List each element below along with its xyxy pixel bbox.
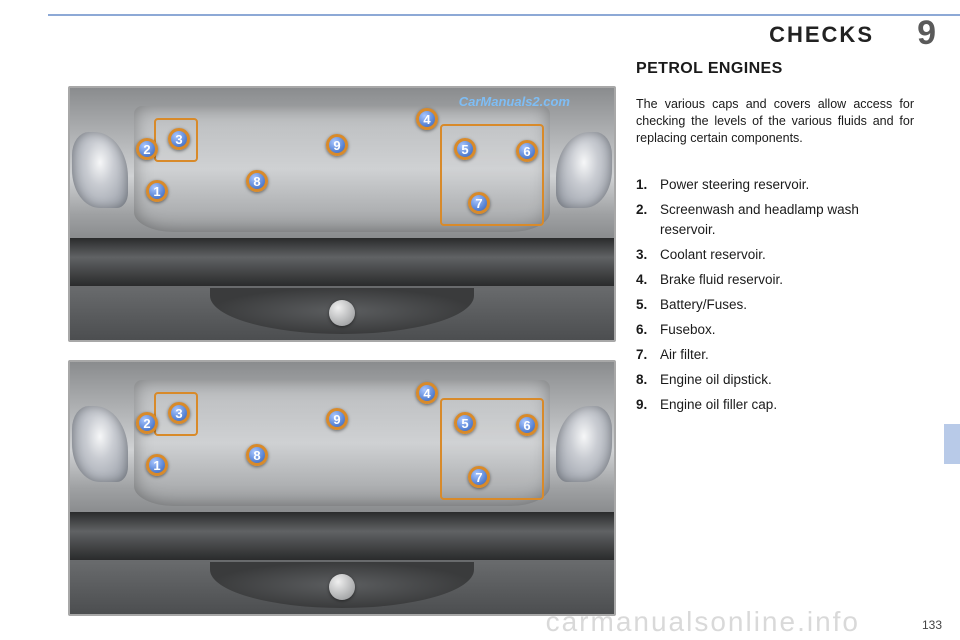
list-number: 8.: [636, 370, 660, 391]
manufacturer-badge: [329, 574, 355, 600]
callout-6: 6: [516, 414, 538, 436]
diagram-watermark: CarManuals2.com: [459, 94, 570, 109]
callout-3: 3: [168, 128, 190, 150]
callout-9: 9: [326, 134, 348, 156]
callout-8: 8: [246, 444, 268, 466]
list-label: Engine oil dipstick.: [660, 370, 772, 391]
callout-2: 2: [136, 412, 158, 434]
engine-bay-diagram-bottom: 123456789: [68, 360, 616, 616]
callout-9: 9: [326, 408, 348, 430]
list-item: 1.Power steering reservoir.: [636, 175, 914, 196]
page-number: 133: [922, 618, 942, 632]
section-number: 9: [917, 14, 936, 53]
header-rule: [48, 14, 960, 16]
list-item: 5.Battery/Fuses.: [636, 295, 914, 316]
list-number: 7.: [636, 345, 660, 366]
bumper: [70, 238, 614, 286]
callout-5: 5: [454, 412, 476, 434]
list-label: Coolant reservoir.: [660, 245, 766, 266]
callout-3: 3: [168, 402, 190, 424]
list-number: 5.: [636, 295, 660, 316]
list-item: 6.Fusebox.: [636, 320, 914, 341]
list-item: 9.Engine oil filler cap.: [636, 395, 914, 416]
intro-paragraph: The various caps and covers allow access…: [636, 96, 914, 147]
list-label: Air filter.: [660, 345, 709, 366]
list-number: 3.: [636, 245, 660, 266]
callout-1: 1: [146, 454, 168, 476]
engine-diagrams: CarManuals2.com 123456789 123456789: [68, 86, 616, 634]
list-label: Engine oil filler cap.: [660, 395, 777, 416]
list-number: 9.: [636, 395, 660, 416]
list-item: 4.Brake fluid reservoir.: [636, 270, 914, 291]
list-item: 2.Screenwash and headlamp wash reservoir…: [636, 200, 914, 242]
callout-7: 7: [468, 466, 490, 488]
callout-5: 5: [454, 138, 476, 160]
callout-8: 8: [246, 170, 268, 192]
component-list: 1.Power steering reservoir.2.Screenwash …: [636, 175, 914, 416]
callout-1: 1: [146, 180, 168, 202]
list-number: 1.: [636, 175, 660, 196]
engine-bay-diagram-top: CarManuals2.com 123456789: [68, 86, 616, 342]
list-item: 8.Engine oil dipstick.: [636, 370, 914, 391]
list-item: 7.Air filter.: [636, 345, 914, 366]
list-label: Screenwash and headlamp wash reservoir.: [660, 200, 914, 242]
callout-4: 4: [416, 382, 438, 404]
callout-6: 6: [516, 140, 538, 162]
header-title: CHECKS: [769, 22, 874, 48]
list-label: Battery/Fuses.: [660, 295, 747, 316]
list-number: 4.: [636, 270, 660, 291]
bumper: [70, 512, 614, 560]
callout-2: 2: [136, 138, 158, 160]
list-label: Brake fluid reservoir.: [660, 270, 783, 291]
list-number: 6.: [636, 320, 660, 341]
list-number: 2.: [636, 200, 660, 242]
bottom-watermark: carmanualsonline.info: [546, 606, 860, 638]
list-label: Fusebox.: [660, 320, 716, 341]
text-column: PETROL ENGINES The various caps and cove…: [636, 60, 914, 420]
callout-4: 4: [416, 108, 438, 130]
manufacturer-badge: [329, 300, 355, 326]
list-item: 3.Coolant reservoir.: [636, 245, 914, 266]
subheading: PETROL ENGINES: [636, 60, 914, 78]
side-tab: [944, 424, 960, 464]
callout-7: 7: [468, 192, 490, 214]
list-label: Power steering reservoir.: [660, 175, 809, 196]
